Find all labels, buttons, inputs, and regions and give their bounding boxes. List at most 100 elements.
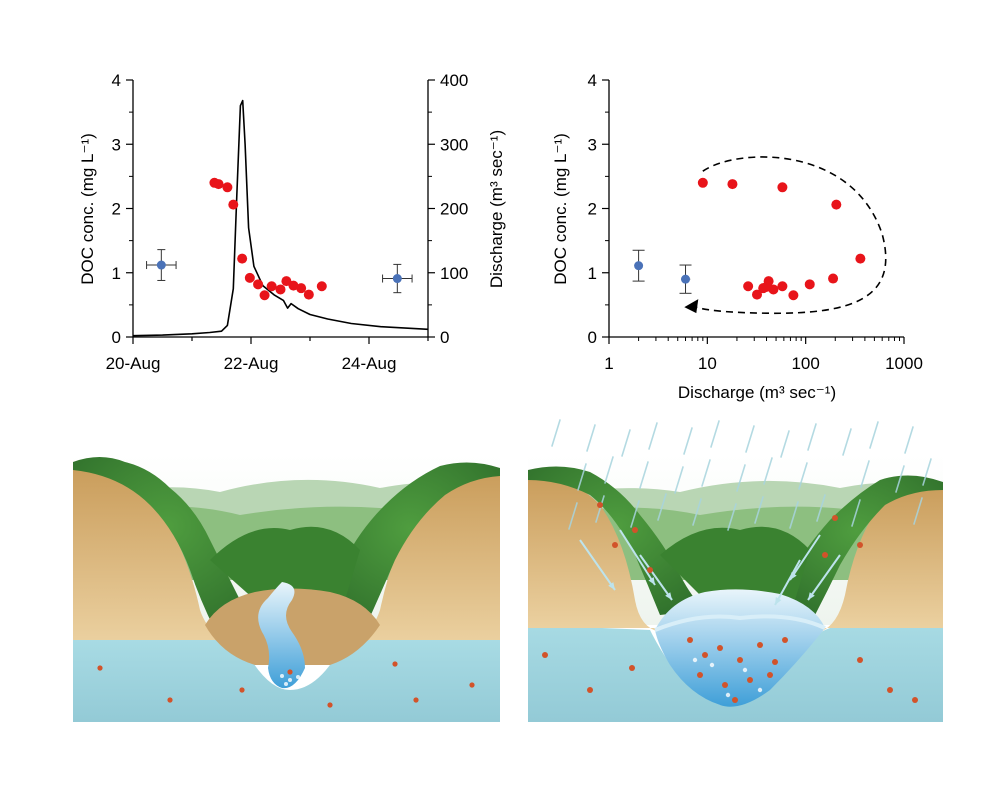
doc-point: [275, 284, 286, 295]
doc-particle: [687, 637, 693, 643]
chart1-y2-tick-label: 200: [440, 200, 468, 219]
chart2-axes: [602, 79, 905, 344]
doc-point: [777, 182, 788, 193]
rain-streak: [595, 495, 605, 523]
bubble: [725, 692, 731, 698]
doc-point: [855, 253, 866, 264]
chart2-x-tick-label: 1000: [885, 354, 923, 373]
doc-particle: [287, 669, 293, 675]
rain-streak: [727, 503, 737, 531]
rain-streak: [842, 428, 852, 456]
flow-arrow-head: [608, 582, 615, 590]
chart1-y-tick-label: 3: [112, 135, 121, 154]
doc-particle: [612, 542, 618, 548]
doc-point: [266, 281, 277, 292]
chart1-y2-tick-label: 0: [440, 328, 449, 347]
doc-point: [788, 290, 799, 301]
baseflow-point: [156, 260, 166, 270]
rain-streak: [630, 500, 640, 528]
doc-particle: [587, 687, 593, 693]
illustration-baseflow: [73, 455, 500, 722]
baseflow-stream: [258, 582, 305, 689]
stormflow-right-soil: [820, 484, 943, 632]
rain-streak: [604, 456, 614, 484]
rain-streak: [648, 422, 658, 450]
chart1-x-tick-label: 22-Aug: [224, 354, 279, 373]
doc-particle: [702, 652, 708, 658]
doc-point: [237, 253, 248, 264]
bubble: [280, 674, 284, 678]
doc-particle: [747, 677, 753, 683]
doc-particle: [822, 552, 828, 558]
bubble: [296, 675, 300, 679]
doc-particle: [732, 697, 738, 703]
doc-particle: [757, 642, 763, 648]
chart1-y-tick-label: 0: [112, 328, 121, 347]
stormflow-left-soil: [528, 475, 660, 632]
doc-point: [259, 290, 270, 301]
chart2-x-axis-title: Discharge (m³ sec⁻¹): [678, 383, 836, 402]
doc-point: [296, 283, 307, 294]
rain-streak: [710, 420, 720, 448]
chart1-y-tick-label: 2: [112, 200, 121, 219]
doc-point: [804, 279, 815, 290]
doc-particle: [167, 697, 173, 703]
doc-particle: [782, 637, 788, 643]
rain-streak: [904, 426, 914, 454]
flow-arrow: [774, 559, 801, 606]
stormflow-flow-arrows: [579, 529, 841, 606]
chart1-x-tick-label: 24-Aug: [342, 354, 397, 373]
flow-arrow: [619, 529, 656, 586]
doc-particle: [887, 687, 893, 693]
stormflow-right-forest: [770, 475, 943, 615]
doc-particle: [632, 527, 638, 533]
rain-streak: [568, 502, 578, 530]
doc-particle: [239, 687, 245, 693]
rain-streak: [674, 466, 684, 494]
doc-particle: [912, 697, 918, 703]
flow-arrow-head: [665, 592, 672, 600]
chart2-x-tick-label: 100: [791, 354, 819, 373]
doc-particle: [722, 682, 728, 688]
baseflow-channel-banks: [205, 588, 380, 665]
doc-particle: [542, 652, 548, 658]
flow-arrow-head: [808, 592, 815, 600]
bubble: [757, 687, 763, 693]
chart1-points: [146, 177, 413, 301]
rain-streak: [657, 493, 667, 521]
chart1-y2-tick-label: 400: [440, 71, 468, 90]
doc-point: [727, 179, 738, 190]
rain-streak: [692, 498, 702, 526]
doc-particle: [857, 542, 863, 548]
stormflow-middle-forest: [660, 526, 810, 600]
chart1-y2-tick-label: 100: [440, 264, 468, 283]
chart2-y-axis-title: DOC conc. (mg L⁻¹): [551, 133, 570, 285]
rain-streak: [683, 427, 693, 455]
rain-streak: [789, 501, 799, 529]
doc-point: [758, 283, 769, 294]
rain-streak: [798, 462, 808, 490]
chart1-y2-tick-label: 300: [440, 135, 468, 154]
rain-streak: [816, 494, 826, 522]
doc-point: [828, 273, 839, 284]
stormflow-left-forest: [528, 466, 705, 615]
chart2-points: [632, 177, 866, 301]
chart2-y-tick-label: 0: [588, 328, 597, 347]
baseflow-point: [634, 261, 644, 271]
bubble: [284, 682, 288, 686]
flow-arrow: [807, 554, 841, 601]
stormflow-doc-particles: [542, 502, 918, 703]
stormflow-groundwater: [528, 622, 943, 722]
chart1-axes: [126, 79, 435, 344]
doc-point: [222, 182, 233, 193]
doc-particle: [413, 697, 419, 703]
chart1-x-tick-label: 20-Aug: [106, 354, 161, 373]
chart2-x-tick-label: 10: [698, 354, 717, 373]
doc-particle: [832, 515, 838, 521]
doc-point: [288, 280, 299, 291]
flow-arrow-head: [648, 577, 655, 585]
chart1-y2-axis-title: Discharge (m³ sec⁻¹): [487, 130, 506, 288]
chart1-discharge-line-group: [132, 99, 429, 337]
flow-arrow: [639, 554, 673, 601]
